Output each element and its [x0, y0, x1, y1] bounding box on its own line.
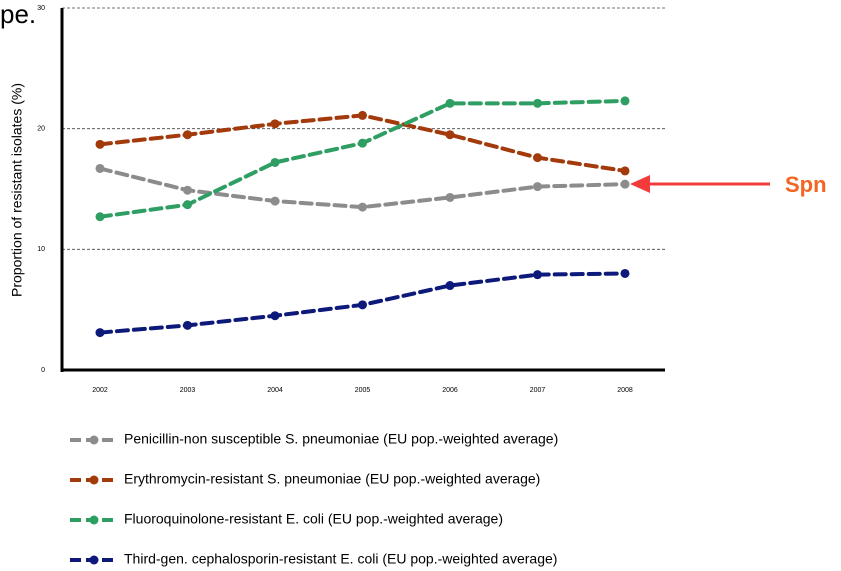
point — [620, 166, 630, 176]
chart-title: pe. — [0, 0, 36, 29]
legend-label: Third-gen. cephalosporin-resistant E. co… — [124, 551, 557, 567]
point — [95, 212, 105, 222]
point — [95, 328, 105, 338]
x-tick-label: 2002 — [92, 387, 108, 394]
y-tick-label: 10 — [37, 246, 45, 253]
legend-label: Fluoroquinolone-resistant E. coli (EU po… — [124, 511, 503, 527]
point — [620, 268, 630, 278]
point — [270, 196, 280, 206]
x-tick-label: 2008 — [617, 387, 633, 394]
series-line — [98, 166, 627, 210]
point — [533, 153, 542, 163]
annotation-arrowhead — [630, 175, 650, 193]
y-tick-label: 20 — [37, 126, 45, 133]
legend-marker — [89, 515, 99, 525]
point — [270, 119, 280, 129]
point — [445, 98, 455, 108]
point — [183, 320, 192, 330]
x-tick-label: 2004 — [267, 387, 283, 394]
point — [183, 185, 192, 195]
legend-label: Penicillin-non susceptible S. pneumoniae… — [124, 431, 558, 447]
point — [445, 130, 455, 140]
point — [358, 138, 367, 148]
point — [95, 139, 105, 149]
point — [358, 110, 367, 120]
point — [358, 202, 367, 212]
annotation: Spn — [785, 172, 827, 197]
point — [270, 311, 280, 321]
legend-marker — [89, 555, 99, 565]
point — [445, 281, 455, 291]
x-tick-label: 2005 — [355, 387, 371, 394]
point — [358, 300, 367, 310]
point — [620, 96, 630, 106]
point — [445, 192, 455, 202]
y-axis-label: Proportion of resistant isolates (%) — [9, 83, 25, 297]
x-tick-label: 2007 — [530, 387, 546, 394]
y-tick-label: 0 — [41, 367, 45, 374]
point — [533, 270, 542, 280]
y-tick-label: 30 — [37, 5, 45, 12]
x-tick-label: 2003 — [180, 387, 196, 394]
point — [533, 98, 542, 108]
x-tick-label: 2006 — [442, 387, 458, 394]
point — [533, 182, 542, 192]
legend-marker — [89, 435, 99, 445]
point — [183, 200, 192, 210]
legend-label: Erythromycin-resistant S. pneumoniae (EU… — [124, 471, 540, 487]
point — [95, 163, 105, 173]
point — [183, 130, 192, 140]
point — [620, 179, 630, 189]
legend-marker — [89, 475, 99, 485]
point — [270, 157, 280, 167]
